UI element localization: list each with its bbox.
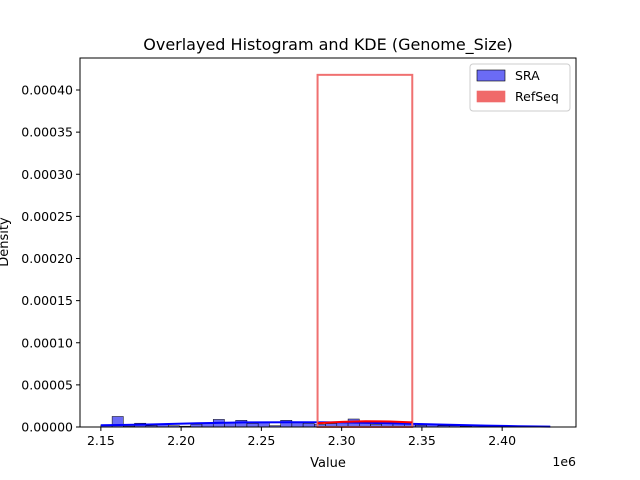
kde-line-refseq <box>317 420 413 425</box>
y-tick-label: 0.00015 <box>21 293 73 308</box>
histogram-bar-sra-14 <box>257 422 270 428</box>
histogram-bar-sra-12 <box>235 420 248 428</box>
legend-label-refseq: RefSeq <box>515 89 559 104</box>
y-tick-label: 0.00000 <box>21 420 73 435</box>
series-sra <box>100 416 551 428</box>
y-tick-label: 0.00010 <box>21 335 73 350</box>
x-tick-label: 2.35 <box>408 433 436 448</box>
y-tick-label: 0.00020 <box>21 251 73 266</box>
histogram-bar-sra-13 <box>246 423 259 428</box>
y-axis: 0.00000 0.00005 0.00010 0.00015 0.00020 0.000… <box>21 83 80 435</box>
legend: SRA RefSeq <box>469 63 571 112</box>
histogram-bar-refseq-0 <box>316 73 414 429</box>
histogram-bar-sra-18 <box>302 423 315 428</box>
y-tick-label: 0.00005 <box>21 377 73 392</box>
y-tick-label: 0.00030 <box>21 167 73 182</box>
legend-swatch-sra <box>476 69 506 82</box>
x-tick-label: 2.40 <box>488 433 516 448</box>
x-axis: 2.15 2.20 2.25 2.30 2.35 2.40 <box>87 427 516 448</box>
histogram-bar-sra-17 <box>291 422 304 428</box>
axes-frame <box>79 57 577 428</box>
y-tick-label: 0.00035 <box>21 125 73 140</box>
y-axis-label: Density <box>0 217 12 267</box>
x-tick-label: 2.15 <box>87 433 115 448</box>
x-tick-label: 2.20 <box>167 433 195 448</box>
x-axis-label: Value <box>310 456 346 471</box>
x-tick-label: 2.25 <box>247 433 275 448</box>
y-tick-label: 0.00040 <box>21 83 73 98</box>
chart-title: Overlayed Histogram and KDE (Genome_Size… <box>143 35 513 55</box>
y-tick-label: 0.00025 <box>21 209 73 224</box>
legend-swatch-refseq <box>476 90 506 103</box>
x-axis-offset-label: 1e6 <box>552 454 576 469</box>
series-refseq <box>316 73 414 429</box>
x-tick-label: 2.30 <box>328 433 356 448</box>
plot-content <box>100 73 551 429</box>
legend-label-sra: SRA <box>515 68 540 83</box>
